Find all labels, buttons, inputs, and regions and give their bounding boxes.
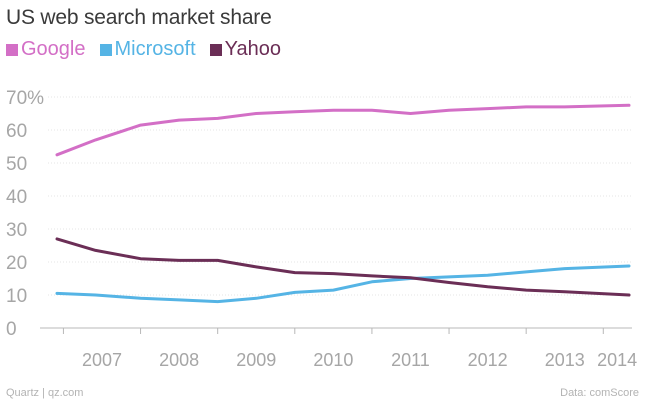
x-tick-label-2014: 2014 [597, 350, 637, 370]
legend-label-yahoo: Yahoo [224, 38, 281, 60]
y-tick-label-0: 0 [6, 319, 17, 340]
series-line-microsoft [55, 264, 631, 304]
x-tick-label-2012: 2012 [468, 350, 508, 370]
x-tick-label-2009: 2009 [236, 350, 276, 370]
legend-item-yahoo: Yahoo [209, 38, 281, 61]
legend-label-google: Google [21, 38, 86, 60]
x-tick-label-2010: 2010 [313, 350, 353, 370]
legend-label-microsoft: Microsoft [114, 38, 196, 60]
series-line-google [55, 103, 631, 157]
legend-item-google: Google [6, 38, 86, 61]
y-tick-label-40: 40 [6, 187, 27, 208]
x-tick-label-2007: 2007 [82, 350, 122, 370]
y-tick-label-30: 30 [6, 220, 27, 241]
y-tick-label-50: 50 [6, 154, 27, 175]
y-tick-label-70: 70% [6, 88, 44, 109]
legend-swatch-yahoo [209, 43, 222, 56]
y-tick-label-10: 10 [6, 286, 27, 307]
legend-item-microsoft: Microsoft [99, 38, 196, 61]
series-line-yahoo [55, 237, 631, 297]
y-tick-label-20: 20 [6, 253, 27, 274]
data-source: Data: comScore [560, 387, 639, 399]
legend-swatch-microsoft [99, 43, 112, 56]
source-credit: Quartz | qz.com [6, 387, 84, 399]
chart-title: US web search market share [6, 6, 272, 29]
x-tick-label-2013: 2013 [545, 350, 585, 370]
legend-swatch-google [6, 43, 18, 56]
x-tick-label-2011: 2011 [391, 350, 430, 370]
chart-legend: Google Microsoft Yahoo [6, 38, 295, 61]
x-tick-label-2008: 2008 [159, 350, 199, 370]
y-tick-label-60: 60 [6, 121, 27, 142]
